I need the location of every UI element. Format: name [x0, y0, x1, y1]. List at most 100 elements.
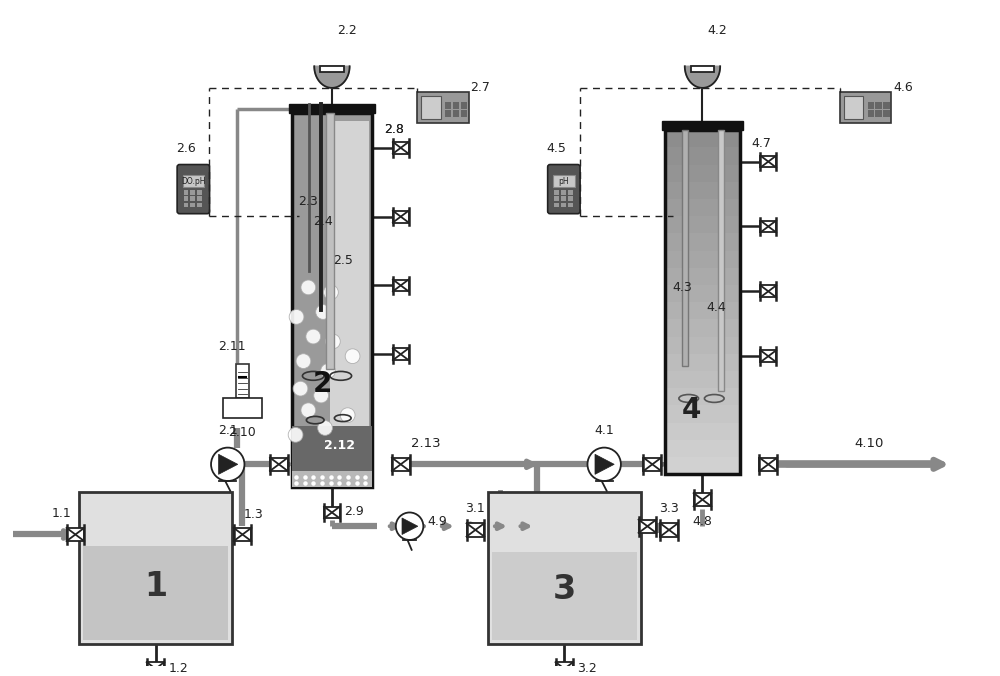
Bar — [665, 318, 740, 337]
Bar — [147, 662, 164, 675]
Bar — [665, 198, 740, 216]
Bar — [665, 284, 740, 302]
FancyBboxPatch shape — [548, 164, 580, 214]
Bar — [417, 92, 469, 123]
Bar — [665, 456, 740, 474]
Circle shape — [318, 420, 332, 435]
Bar — [883, 110, 890, 118]
Text: 2: 2 — [313, 370, 332, 397]
Text: 2.8: 2.8 — [384, 123, 404, 136]
Circle shape — [396, 512, 423, 540]
Bar — [643, 458, 661, 471]
Bar — [553, 175, 575, 187]
Bar — [324, 506, 340, 518]
Bar — [561, 197, 566, 201]
Text: 3.3: 3.3 — [659, 502, 679, 515]
Bar — [421, 96, 441, 120]
Text: 2.6: 2.6 — [176, 142, 195, 155]
Bar — [326, 114, 334, 369]
Bar — [665, 387, 740, 406]
Bar — [67, 528, 84, 541]
Circle shape — [326, 334, 340, 349]
Text: 2.7: 2.7 — [471, 81, 490, 95]
Polygon shape — [402, 518, 418, 535]
Text: 4.9: 4.9 — [427, 515, 447, 528]
Bar — [665, 129, 740, 147]
Bar — [554, 197, 559, 201]
Bar — [665, 370, 740, 388]
Circle shape — [340, 408, 355, 422]
Text: 2.5: 2.5 — [334, 254, 353, 268]
Bar — [875, 110, 882, 118]
Circle shape — [301, 280, 316, 295]
Bar — [197, 203, 202, 208]
Text: 4.6: 4.6 — [893, 81, 913, 95]
Circle shape — [345, 349, 360, 364]
Text: 3: 3 — [553, 573, 576, 606]
Bar — [665, 335, 740, 354]
Bar — [190, 203, 195, 208]
Bar — [453, 110, 459, 118]
Text: 1.1: 1.1 — [52, 507, 72, 520]
Text: pH: pH — [559, 176, 569, 186]
Bar — [184, 203, 188, 208]
Polygon shape — [314, 66, 350, 88]
Bar — [292, 471, 372, 487]
Bar — [83, 546, 228, 640]
Text: 2.10: 2.10 — [229, 426, 256, 439]
Bar — [184, 197, 188, 201]
Bar — [665, 267, 740, 285]
Circle shape — [321, 364, 335, 379]
Circle shape — [316, 305, 330, 319]
Text: 2.4: 2.4 — [313, 215, 333, 228]
Polygon shape — [595, 454, 614, 475]
Bar — [694, 493, 711, 506]
Bar — [759, 458, 777, 471]
Bar — [665, 147, 740, 164]
Bar — [393, 348, 409, 360]
Bar — [554, 203, 559, 208]
Bar — [665, 233, 740, 251]
Bar — [270, 458, 288, 471]
Bar — [393, 280, 409, 291]
Bar — [665, 130, 740, 474]
Text: 3.2: 3.2 — [577, 662, 597, 675]
Bar — [665, 249, 740, 268]
Bar — [561, 203, 566, 208]
Bar — [223, 398, 262, 418]
Bar — [840, 92, 891, 123]
Bar — [665, 301, 740, 319]
Text: 2.3: 2.3 — [299, 195, 318, 208]
Bar — [665, 439, 740, 457]
Bar — [488, 492, 641, 644]
Bar — [691, 66, 714, 72]
Bar — [554, 190, 559, 195]
Bar — [236, 364, 249, 398]
Bar — [330, 121, 369, 475]
Bar — [393, 211, 409, 222]
Text: 4.10: 4.10 — [854, 437, 883, 450]
Bar — [760, 285, 776, 297]
Text: 2.1: 2.1 — [218, 424, 238, 437]
Bar — [197, 197, 202, 201]
Text: DO.pH: DO.pH — [181, 176, 206, 186]
Circle shape — [296, 354, 311, 368]
Bar — [639, 520, 656, 533]
Circle shape — [324, 285, 338, 299]
Circle shape — [587, 448, 621, 481]
Text: 4.3: 4.3 — [672, 281, 692, 294]
Bar — [190, 190, 195, 195]
Text: 4.1: 4.1 — [594, 424, 614, 437]
Bar — [234, 528, 251, 541]
Bar — [320, 66, 344, 72]
Bar — [682, 130, 688, 366]
Bar — [492, 552, 637, 640]
Bar — [197, 190, 202, 195]
Polygon shape — [685, 66, 720, 88]
Text: 2.2: 2.2 — [337, 24, 357, 37]
Text: 3.1: 3.1 — [466, 502, 485, 515]
Bar — [665, 422, 740, 440]
Bar — [392, 458, 410, 471]
Bar — [289, 103, 375, 114]
Text: 4.7: 4.7 — [752, 137, 771, 150]
